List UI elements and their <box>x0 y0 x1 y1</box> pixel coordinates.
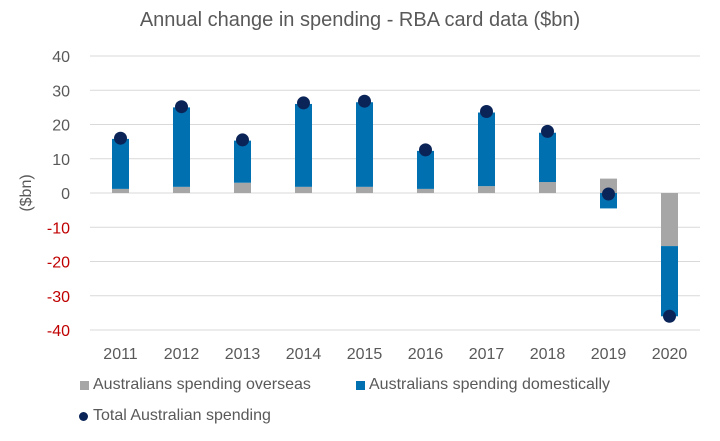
legend-swatch-overseas <box>80 380 89 390</box>
x-tick-label: 2019 <box>591 346 627 363</box>
bar-domestic <box>417 150 434 189</box>
marker-total <box>297 96 310 110</box>
y-tick-label: 20 <box>52 118 70 135</box>
marker-total <box>419 143 432 157</box>
bar-overseas <box>112 188 129 193</box>
marker-total <box>480 104 493 118</box>
bar-overseas <box>661 193 678 247</box>
marker-total <box>663 309 676 323</box>
legend-swatch-domestic <box>356 380 365 390</box>
legend-item-domestic: Australians spending domestically <box>356 376 610 394</box>
bar-domestic <box>295 103 312 187</box>
x-tick-label: 2014 <box>286 346 322 363</box>
chart-title: Annual change in spending - RBA card dat… <box>139 9 581 31</box>
legend-item-overseas: Australians spending overseas <box>80 376 311 394</box>
legend-marker-total <box>79 411 88 421</box>
x-tick-label: 2011 <box>103 346 138 363</box>
y-axis-label: ($bn) <box>18 174 35 211</box>
bar-domestic <box>539 132 556 183</box>
bar-domestic <box>356 102 373 187</box>
x-tick-label: 2012 <box>164 346 200 363</box>
y-tick-label: 30 <box>52 83 70 100</box>
x-tick-label: 2015 <box>347 346 383 363</box>
x-tick-label: 2017 <box>469 346 505 363</box>
marker-total <box>358 94 371 108</box>
marker-total <box>541 124 554 138</box>
y-tick-label: -20 <box>47 255 70 272</box>
y-tick-label: 0 <box>61 186 70 203</box>
marker-total <box>236 133 249 147</box>
x-tick-label: 2016 <box>408 346 444 363</box>
marker-total <box>114 131 127 145</box>
y-tick-label: -10 <box>47 220 70 237</box>
y-tick-label: 10 <box>52 152 70 169</box>
bar-overseas <box>478 186 495 193</box>
legend-label-domestic: Australians spending domestically <box>369 376 611 393</box>
x-tick-label: 2013 <box>225 346 261 363</box>
bar-domestic <box>661 246 678 317</box>
bar-domestic <box>234 140 251 183</box>
bar-domestic <box>173 107 190 187</box>
y-tick-label: -30 <box>47 289 70 306</box>
bar-overseas <box>173 186 190 193</box>
bar-overseas <box>539 182 556 193</box>
marker-total <box>602 187 615 201</box>
legend-label-total: Total Australian spending <box>93 407 271 424</box>
y-tick-label: 40 <box>52 49 70 66</box>
bar-domestic <box>478 112 495 187</box>
y-tick-label: -40 <box>47 323 70 340</box>
x-tick-label: 2018 <box>530 346 566 363</box>
bar-overseas <box>295 186 312 193</box>
bar-overseas <box>356 186 373 193</box>
bar-overseas <box>417 188 434 193</box>
legend-item-total: Total Australian spending <box>79 407 271 425</box>
bar-domestic <box>112 138 129 189</box>
bar-overseas <box>234 182 251 193</box>
marker-total <box>175 100 188 114</box>
legend-label-overseas: Australians spending overseas <box>93 376 311 393</box>
x-tick-label: 2020 <box>652 346 688 363</box>
